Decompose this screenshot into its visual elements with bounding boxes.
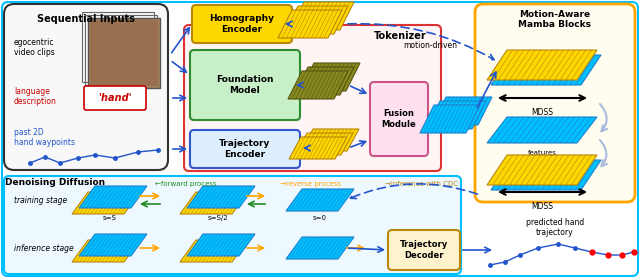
Bar [88,18,160,88]
Polygon shape [300,63,360,91]
Polygon shape [187,186,255,208]
Polygon shape [72,240,140,262]
Text: features
between blocks: features between blocks [515,150,570,163]
Polygon shape [487,50,597,80]
Text: 'hand': 'hand' [98,93,132,103]
Polygon shape [72,192,140,214]
Bar [85,15,157,85]
Polygon shape [420,105,480,133]
Text: Foundation
Model: Foundation Model [216,75,274,95]
FancyBboxPatch shape [388,230,460,270]
Polygon shape [290,2,354,30]
Polygon shape [288,71,348,99]
Text: predicted hand
trajectory: predicted hand trajectory [526,218,584,237]
Polygon shape [278,10,342,38]
Text: language
description: language description [14,87,57,106]
Polygon shape [284,6,348,34]
Text: Homography
Encoder: Homography Encoder [209,14,275,34]
Bar [90,20,158,86]
Text: s=S: s=S [103,215,117,221]
Polygon shape [432,97,492,125]
Text: Trajectory
Encoder: Trajectory Encoder [220,139,271,159]
Text: ←forward process: ←forward process [155,181,216,187]
Text: training stage: training stage [14,195,67,205]
Polygon shape [79,186,147,208]
Text: →reverse process: →reverse process [280,181,341,187]
Text: inference stage: inference stage [14,244,74,252]
Polygon shape [289,137,347,159]
Polygon shape [180,192,248,214]
Polygon shape [187,234,255,256]
Text: egocentric
video clips: egocentric video clips [14,38,55,57]
Text: motion-driven: motion-driven [403,41,457,49]
Polygon shape [295,133,353,155]
FancyBboxPatch shape [190,50,300,120]
Polygon shape [491,55,601,85]
Polygon shape [426,101,486,129]
Polygon shape [487,155,597,185]
Text: Trajectory
Decoder: Trajectory Decoder [400,240,448,260]
Text: Denoising Diffusion: Denoising Diffusion [5,178,105,187]
Polygon shape [294,67,354,95]
Polygon shape [286,189,354,211]
Text: Fusion
Module: Fusion Module [381,109,417,129]
Text: Sequential Inputs: Sequential Inputs [37,14,135,24]
FancyBboxPatch shape [184,25,441,171]
Text: Tokenizer: Tokenizer [374,31,426,41]
Polygon shape [491,160,601,190]
FancyBboxPatch shape [192,5,292,43]
Polygon shape [180,240,248,262]
Text: s=S/2: s=S/2 [208,215,228,221]
FancyBboxPatch shape [190,130,300,168]
Text: s=0: s=0 [313,215,327,221]
FancyBboxPatch shape [84,86,146,110]
Bar [82,12,154,82]
Polygon shape [487,117,597,143]
Polygon shape [79,234,147,256]
FancyBboxPatch shape [475,4,635,202]
Text: past 2D
hand waypoints: past 2D hand waypoints [14,128,75,147]
Text: MDSS: MDSS [531,202,553,211]
FancyBboxPatch shape [4,176,461,274]
Text: Motion-Aware
Mamba Blocks: Motion-Aware Mamba Blocks [518,10,591,29]
Polygon shape [286,237,354,259]
FancyBboxPatch shape [4,4,168,170]
FancyBboxPatch shape [370,82,428,156]
Polygon shape [301,129,359,151]
Text: MDSS: MDSS [531,108,553,117]
FancyBboxPatch shape [2,2,638,276]
Text: →inference with CDC: →inference with CDC [385,181,458,187]
